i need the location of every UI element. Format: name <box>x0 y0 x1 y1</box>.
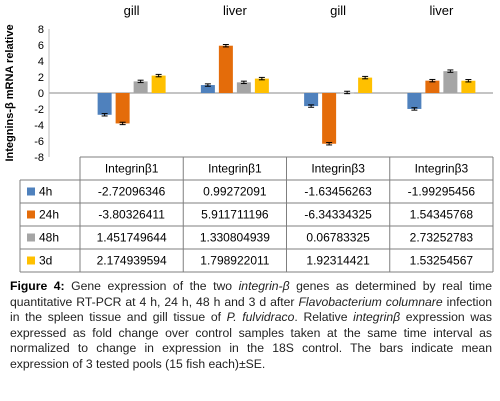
caption-italic-text: P. fulvidraco <box>226 310 295 325</box>
table-header-cell: Integrinβ1 <box>105 162 159 176</box>
bar-3d-group-3 <box>358 77 373 93</box>
group-label: liver <box>223 3 248 18</box>
bar-4h-group-3 <box>304 93 319 107</box>
y-tick-label: 0 <box>38 88 44 100</box>
legend-label: 4h <box>39 185 52 199</box>
table-value-cell: 1.54345768 <box>410 208 474 222</box>
bar-3d-group-2 <box>254 78 269 93</box>
table-value-cell: -1.99295456 <box>408 185 476 199</box>
legend-swatch-48h <box>27 233 35 242</box>
table-header-cell: Integrinβ1 <box>208 162 262 176</box>
figure-caption: Figure 4: Gene expression of the two int… <box>10 279 492 373</box>
bar-48h-group-4 <box>443 71 458 93</box>
table-value-cell: -2.72096346 <box>98 185 166 199</box>
y-axis-ticks: 8 6 4 2 0 -2 -4 -6 -8 <box>34 24 44 164</box>
legend-swatch-3d <box>27 256 35 265</box>
caption-italic-text: integrin-β <box>238 279 290 293</box>
caption-italic-text: Flavobacterium columnare <box>298 294 443 309</box>
legend-label: 24h <box>39 208 59 222</box>
bar-24h-group-4 <box>425 80 440 93</box>
group-label: liver <box>429 3 454 18</box>
y-tick-label: -8 <box>34 152 44 164</box>
caption-text: . Relative <box>294 310 354 325</box>
group-label: gill <box>124 3 140 18</box>
group-label: gill <box>330 3 346 18</box>
table-value-cell: 1.92314421 <box>306 254 370 268</box>
y-tick-label: -2 <box>34 104 44 116</box>
bar-24h-group-2 <box>218 45 233 93</box>
table-value-cell: 2.73252783 <box>410 231 474 245</box>
y-tick-label: 6 <box>38 40 44 52</box>
chart-bars <box>97 45 476 144</box>
table-value-cell: 5.911711196 <box>201 208 269 222</box>
table-value-cell: 0.99272091 <box>203 185 267 199</box>
table-header-cell: Integrinβ3 <box>415 162 469 176</box>
data-table: Integrinβ1 Integrinβ1 Integrinβ3 Integrinβ3… <box>19 156 494 273</box>
table-value-cell: -6.34334325 <box>304 208 372 222</box>
legend-label: 48h <box>39 231 59 245</box>
table-value-cell: 1.53254567 <box>410 254 474 268</box>
table-value-cell: 1.451749644 <box>97 231 167 245</box>
caption-italic-text: integrinβ <box>353 310 401 325</box>
y-axis-label: Integnins-β mRNA relative <box>4 24 16 161</box>
table-value-cell: 1.330804939 <box>200 231 270 245</box>
bar-4h-group-2 <box>200 85 215 93</box>
bar-24h-group-3 <box>322 93 337 144</box>
group-labels: gill liver gill liver <box>124 3 454 18</box>
y-tick-label: 8 <box>38 24 44 36</box>
table-value-cell: -1.63456263 <box>304 185 372 199</box>
bar-24h-group-1 <box>115 93 130 124</box>
table-value-cell: 2.174939594 <box>97 254 167 268</box>
legend-label: 3d <box>39 254 52 268</box>
legend-swatch-4h <box>27 187 35 196</box>
caption-text: genes as determined by real time quantit… <box>10 279 492 309</box>
bar-4h-group-1 <box>97 93 112 115</box>
bar-4h-group-4 <box>407 93 422 109</box>
y-tick-label: -6 <box>34 136 44 148</box>
legend-swatch-24h <box>27 210 35 219</box>
table-value-cell: 1.798922011 <box>200 254 270 268</box>
table-value-cell: 0.06783325 <box>306 231 370 245</box>
y-tick-label: 4 <box>38 56 44 68</box>
caption-label: Figure 4: <box>10 279 65 293</box>
error-bars <box>101 44 472 146</box>
y-tick-label: -4 <box>34 120 44 132</box>
bar-48h-group-1 <box>133 81 148 93</box>
bar-3d-group-1 <box>151 75 166 93</box>
caption-text: expression was expressed as fold change … <box>10 310 492 371</box>
bar-chart-figure: Integnins-β mRNA relative 86420-2-4-6-8 … <box>4 3 494 273</box>
y-tick-label: 2 <box>38 72 44 84</box>
caption-text: infection in the spleen tissue and gill … <box>10 294 492 325</box>
caption-text: Gene expression of the two <box>64 279 239 293</box>
table-header-cell: Integrinβ3 <box>311 162 365 176</box>
bar-3d-group-4 <box>461 80 476 93</box>
table-value-cell: -3.80326411 <box>98 208 165 222</box>
bar-48h-group-2 <box>236 82 251 93</box>
